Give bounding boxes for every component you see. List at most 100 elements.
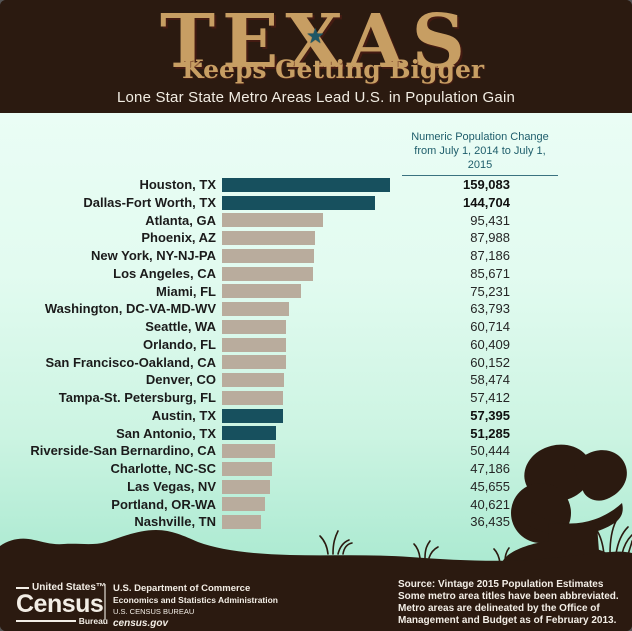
value-label: 36,435 bbox=[470, 514, 510, 530]
bar bbox=[222, 479, 271, 494]
census-logo-bottom: Bureau bbox=[16, 616, 108, 626]
metro-label: Nashville, TN bbox=[134, 514, 216, 530]
metro-label: Orlando, FL bbox=[143, 336, 216, 352]
chart-row: Washington, DC-VA-MD-WV 63,793 bbox=[0, 300, 632, 318]
source-line: Source: Vintage 2015 Population Estimate… bbox=[398, 579, 604, 590]
bar bbox=[222, 248, 315, 263]
grass-tufts-icon bbox=[319, 520, 632, 564]
metro-label: Austin, TX bbox=[151, 407, 216, 423]
page-title: TEXAS bbox=[159, 0, 473, 85]
bar bbox=[222, 355, 286, 370]
metro-label: Portland, OR-WA bbox=[111, 496, 216, 512]
source-line: Metro areas are delineated by the Office… bbox=[398, 603, 600, 614]
value-label: 63,793 bbox=[470, 301, 510, 317]
value-label: 45,655 bbox=[470, 478, 510, 494]
value-label: 58,474 bbox=[470, 372, 510, 388]
bar bbox=[222, 231, 315, 246]
chart-row: Houston, TX 159,083 bbox=[0, 176, 632, 194]
chart-row: Denver, CO 58,474 bbox=[0, 371, 632, 389]
chart-area: Numeric Population Change from July 1, 2… bbox=[0, 113, 632, 573]
value-label: 60,714 bbox=[470, 319, 510, 334]
chart-row: Los Angeles, CA 85,671 bbox=[0, 265, 632, 283]
value-label: 57,412 bbox=[470, 390, 510, 405]
chart-row: Las Vegas, NV 45,655 bbox=[0, 478, 632, 496]
bar bbox=[222, 177, 390, 192]
value-label: 47,186 bbox=[470, 461, 510, 476]
metro-label: Houston, TX bbox=[139, 177, 216, 192]
metro-label: Seattle, WA bbox=[145, 319, 216, 334]
value-column-header-line1: Numeric Population Change bbox=[411, 131, 549, 143]
chart-row: Seattle, WA 60,714 bbox=[0, 318, 632, 336]
chart-row: Orlando, FL 60,409 bbox=[0, 336, 632, 354]
chart-row: Charlotte, NC-SC 47,186 bbox=[0, 460, 632, 478]
metro-label: Los Angeles, CA bbox=[113, 265, 216, 281]
census-bureau-logo: United States™ Census Bureau bbox=[16, 582, 108, 626]
metro-label: Las Vegas, NV bbox=[127, 478, 216, 494]
desert-scene-illustration bbox=[0, 444, 632, 573]
ground-silhouette bbox=[0, 530, 632, 573]
chart-row: Phoenix, AZ 87,988 bbox=[0, 229, 632, 247]
chart-row: Miami, FL 75,231 bbox=[0, 283, 632, 301]
chart-row: New York, NY-NJ-PA 87,186 bbox=[0, 247, 632, 265]
header-subtitle: Keeps Getting Bigger bbox=[181, 55, 485, 84]
star-icon: ★ bbox=[306, 25, 325, 48]
value-label: 60,152 bbox=[470, 354, 510, 370]
bar bbox=[222, 497, 265, 512]
metro-label: Dallas-Fort Worth, TX bbox=[83, 194, 216, 210]
bar bbox=[222, 284, 302, 299]
chart-row: Portland, OR-WA 40,621 bbox=[0, 496, 632, 514]
chart-row: San Antonio, TX 51,285 bbox=[0, 425, 632, 443]
footer-bar: United States™ Census Bureau U.S. Depart… bbox=[0, 573, 632, 631]
chart-row: Atlanta, GA 95,431 bbox=[0, 212, 632, 230]
header-tagline: Lone Star State Metro Areas Lead U.S. in… bbox=[116, 89, 516, 106]
value-label: 50,444 bbox=[470, 443, 510, 459]
value-label: 57,395 bbox=[470, 407, 510, 423]
metro-label: Tampa-St. Petersburg, FL bbox=[58, 390, 216, 405]
value-label: 144,704 bbox=[463, 194, 510, 210]
footer-divider bbox=[104, 584, 106, 620]
cowboy-boot-hat-silhouette bbox=[501, 444, 628, 571]
bar bbox=[222, 266, 313, 281]
value-label: 85,671 bbox=[470, 265, 510, 281]
metro-label: Washington, DC-VA-MD-WV bbox=[44, 301, 216, 317]
metro-label: Riverside-San Bernardino, CA bbox=[30, 443, 216, 459]
metro-label: New York, NY-NJ-PA bbox=[91, 248, 216, 263]
bar bbox=[222, 302, 290, 317]
bar bbox=[222, 461, 272, 476]
chart-row: Tampa-St. Petersburg, FL 57,412 bbox=[0, 389, 632, 407]
source-line: Some metro area titles have been abbrevi… bbox=[398, 591, 619, 602]
bar bbox=[222, 337, 286, 352]
value-label: 159,083 bbox=[463, 177, 510, 192]
metro-label: Atlanta, GA bbox=[145, 212, 216, 228]
value-label: 75,231 bbox=[470, 283, 510, 299]
metro-label: Phoenix, AZ bbox=[141, 230, 216, 246]
bar bbox=[222, 319, 287, 334]
value-label: 87,988 bbox=[470, 230, 510, 246]
value-label: 40,621 bbox=[470, 496, 510, 512]
bar-chart: Houston, TX 159,083 Dallas-Fort Worth, TX 1… bbox=[0, 176, 632, 531]
chart-row: Austin, TX 57,395 bbox=[0, 407, 632, 425]
value-label: 95,431 bbox=[470, 212, 510, 228]
agency-line-esa: Economics and Statistics Administration bbox=[113, 594, 278, 605]
value-label: 51,285 bbox=[470, 425, 510, 441]
bar bbox=[222, 515, 261, 530]
census-logo-main: Census bbox=[16, 590, 104, 618]
bar bbox=[222, 444, 276, 459]
value-column-header: Numeric Population Change from July 1, 2… bbox=[402, 130, 558, 176]
chart-row: San Francisco-Oakland, CA 60,152 bbox=[0, 354, 632, 372]
bar bbox=[222, 373, 284, 388]
chart-row: Riverside-San Bernardino, CA 50,444 bbox=[0, 442, 632, 460]
value-label: 60,409 bbox=[470, 336, 510, 352]
source-line: Management and Budget as of February 201… bbox=[398, 615, 617, 626]
agency-text-block: U.S. Department of Commerce Economics an… bbox=[113, 583, 278, 629]
agency-line-census-bureau: U.S. CENSUS BUREAU bbox=[113, 607, 195, 616]
bar bbox=[222, 408, 283, 423]
source-note-block: Source: Vintage 2015 Population Estimate… bbox=[398, 579, 619, 627]
value-label: 87,186 bbox=[470, 248, 510, 263]
value-column-header-line2: from July 1, 2014 to July 1, 2015 bbox=[414, 145, 546, 171]
agency-line-commerce: U.S. Department of Commerce bbox=[113, 583, 251, 594]
metro-label: Denver, CO bbox=[145, 372, 216, 388]
census-logo-top: United States™ bbox=[16, 582, 108, 593]
chart-row: Dallas-Fort Worth, TX 144,704 bbox=[0, 194, 632, 212]
